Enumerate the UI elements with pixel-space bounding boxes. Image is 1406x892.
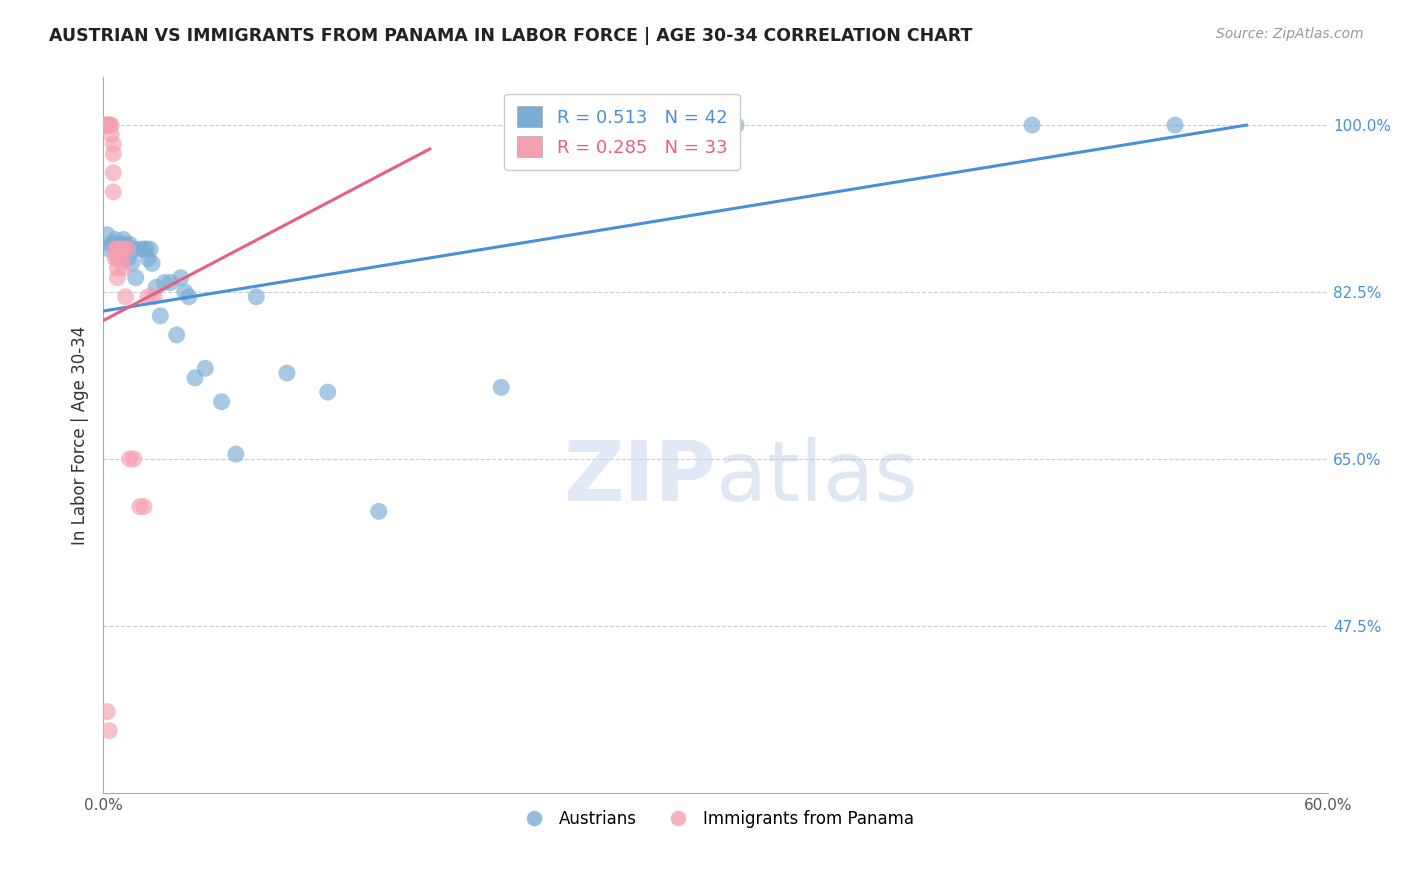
Point xyxy=(96,227,118,242)
Point xyxy=(103,185,125,199)
Point xyxy=(103,137,125,152)
Point xyxy=(110,252,132,266)
Point xyxy=(166,327,188,342)
Point xyxy=(114,237,136,252)
Point xyxy=(104,252,127,266)
Point xyxy=(211,394,233,409)
Point xyxy=(117,252,139,266)
Point xyxy=(153,276,176,290)
Point xyxy=(194,361,217,376)
Point xyxy=(173,285,195,299)
Point xyxy=(367,504,389,518)
Point xyxy=(225,447,247,461)
Point xyxy=(118,451,141,466)
Point xyxy=(316,385,339,400)
Point xyxy=(108,252,131,266)
Point xyxy=(145,280,167,294)
Point xyxy=(107,252,129,266)
Legend: Austrians, Immigrants from Panama: Austrians, Immigrants from Panama xyxy=(510,803,921,834)
Point xyxy=(108,242,131,256)
Point xyxy=(159,276,181,290)
Text: atlas: atlas xyxy=(716,437,917,518)
Point xyxy=(98,242,121,256)
Point xyxy=(491,380,513,394)
Point xyxy=(139,242,162,256)
Point xyxy=(100,128,122,142)
Point xyxy=(128,242,150,256)
Point xyxy=(122,451,145,466)
Point xyxy=(112,233,135,247)
Point xyxy=(96,118,118,132)
Point xyxy=(117,242,139,256)
Point xyxy=(112,261,135,276)
Point xyxy=(107,237,129,252)
Text: Source: ZipAtlas.com: Source: ZipAtlas.com xyxy=(1216,27,1364,41)
Point xyxy=(96,118,118,132)
Point xyxy=(245,290,267,304)
Point xyxy=(112,242,135,256)
Text: AUSTRIAN VS IMMIGRANTS FROM PANAMA IN LABOR FORCE | AGE 30-34 CORRELATION CHART: AUSTRIAN VS IMMIGRANTS FROM PANAMA IN LA… xyxy=(49,27,973,45)
Point xyxy=(184,371,207,385)
Point xyxy=(110,242,132,256)
Point xyxy=(149,309,172,323)
Point xyxy=(110,237,132,252)
Point xyxy=(108,237,131,252)
Point xyxy=(170,270,193,285)
Y-axis label: In Labor Force | Age 30-34: In Labor Force | Age 30-34 xyxy=(72,326,89,545)
Point xyxy=(98,118,121,132)
Point xyxy=(132,242,155,256)
Point xyxy=(107,270,129,285)
Point xyxy=(104,242,127,256)
Point xyxy=(135,242,157,256)
Point xyxy=(136,252,159,266)
Point xyxy=(143,290,166,304)
Point xyxy=(104,233,127,247)
Point xyxy=(136,290,159,304)
Point xyxy=(98,723,121,738)
Point xyxy=(725,118,748,132)
Point xyxy=(107,242,129,256)
Point xyxy=(177,290,200,304)
Text: ZIP: ZIP xyxy=(564,437,716,518)
Point xyxy=(107,261,129,276)
Point xyxy=(1164,118,1187,132)
Point xyxy=(103,166,125,180)
Point xyxy=(132,500,155,514)
Point xyxy=(107,242,129,256)
Point xyxy=(103,237,125,252)
Point xyxy=(276,366,298,380)
Point xyxy=(100,237,122,252)
Point xyxy=(125,270,148,285)
Point xyxy=(100,118,122,132)
Point xyxy=(94,118,117,132)
Point xyxy=(114,290,136,304)
Point xyxy=(122,242,145,256)
Point xyxy=(141,256,163,270)
Point xyxy=(96,705,118,719)
Point xyxy=(103,146,125,161)
Point xyxy=(118,237,141,252)
Point xyxy=(1021,118,1043,132)
Point xyxy=(98,118,121,132)
Point xyxy=(121,256,143,270)
Point xyxy=(128,500,150,514)
